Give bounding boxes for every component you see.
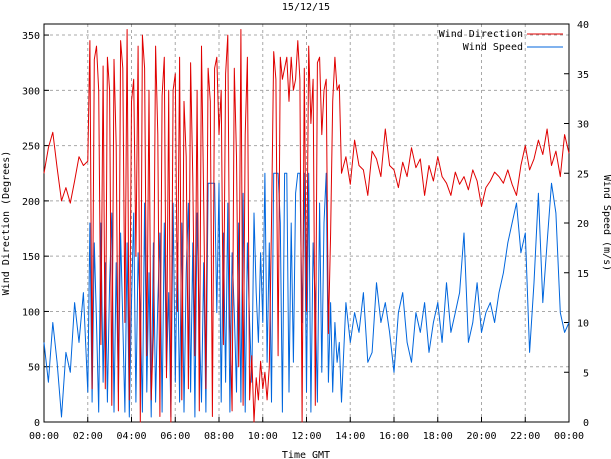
y-tick-label-right: 15	[577, 269, 589, 280]
y-tick-label-left: 200	[22, 197, 40, 208]
legend: Wind Direction Wind Speed	[439, 29, 563, 53]
y-axis-label-left: Wind Direction (Degrees)	[1, 151, 12, 296]
axes: 0 50 100 150 200 250 300 350 0 5 10 15 20 25 30 35 40 00:…	[22, 20, 589, 442]
series-line-wind-direction	[43, 29, 570, 423]
x-tick-label: 00:00	[29, 431, 59, 442]
x-tick-label: 10:00	[248, 431, 278, 442]
chart-title: 15/12/15	[282, 2, 330, 13]
x-tick-label: 18:00	[423, 431, 453, 442]
y-tick-label-right: 40	[577, 20, 589, 31]
x-tick-label: 16:00	[379, 431, 409, 442]
y-tick-label-left: 100	[22, 307, 40, 318]
x-tick-label: 12:00	[291, 431, 321, 442]
x-tick-label: 08:00	[204, 431, 234, 442]
y-tick-label-right: 25	[577, 169, 589, 180]
y-tick-label-left: 350	[22, 31, 40, 42]
series-lines	[43, 29, 570, 423]
x-tick-label: 20:00	[466, 431, 496, 442]
y-axis-label-right: Wind Speed (m/s)	[601, 175, 611, 271]
x-axis-label: Time GMT	[282, 450, 330, 459]
y-tick-label-right: 10	[577, 319, 589, 330]
y-tick-label-left: 50	[28, 363, 40, 374]
y-tick-label-right: 5	[583, 368, 589, 379]
y-tick-label-right: 30	[577, 120, 589, 131]
x-tick-label: 00:00	[554, 431, 584, 442]
x-tick-label: 22:00	[510, 431, 540, 442]
x-tick-label: 02:00	[73, 431, 103, 442]
y-tick-label-right: 35	[577, 70, 589, 81]
y-tick-label-left: 250	[22, 142, 40, 153]
legend-label-wind-direction: Wind Direction	[439, 29, 523, 40]
x-tick-label: 04:00	[116, 431, 146, 442]
series-line-wind-speed	[43, 172, 570, 418]
legend-label-wind-speed: Wind Speed	[463, 42, 523, 53]
y-tick-label-left: 150	[22, 252, 40, 263]
y-tick-label-right: 20	[577, 219, 589, 230]
x-tick-label: 06:00	[160, 431, 190, 442]
y-tick-label-left: 300	[22, 86, 40, 97]
x-tick-label: 14:00	[335, 431, 365, 442]
y-tick-label-right: 0	[583, 418, 589, 429]
y-tick-label-left: 0	[34, 418, 40, 429]
